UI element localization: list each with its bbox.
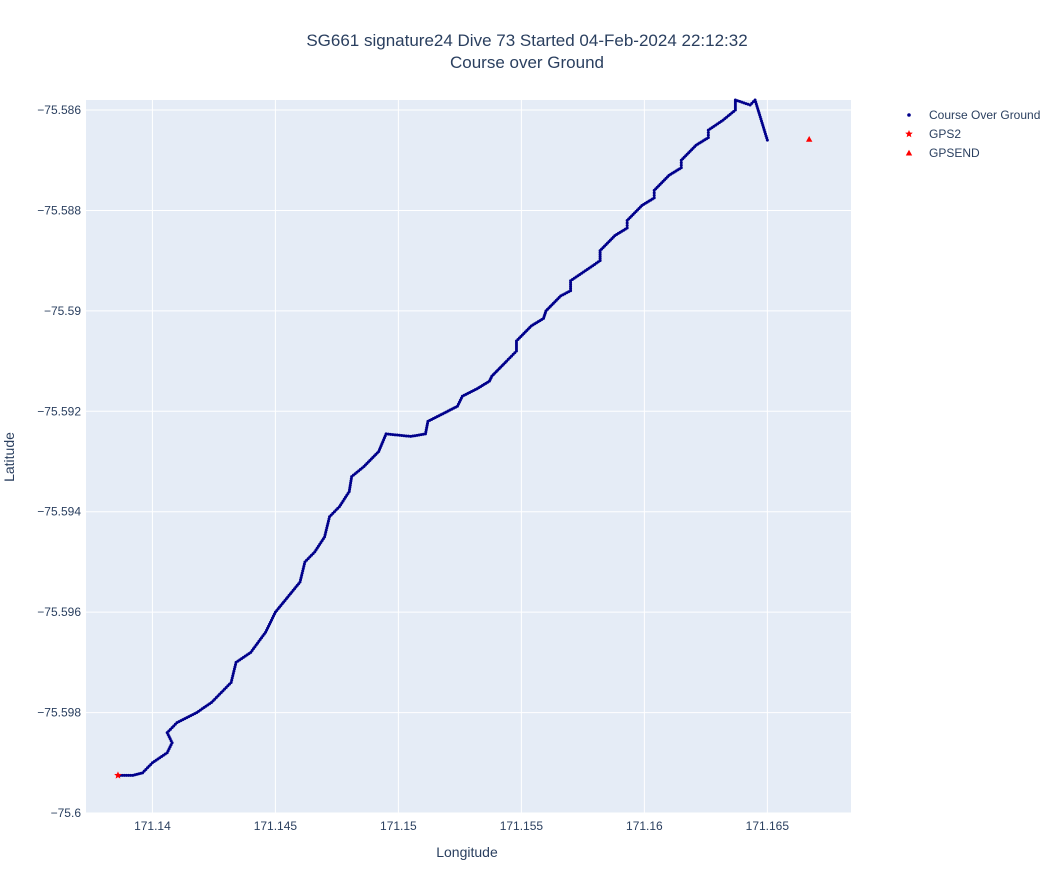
y-tick-label: −75.588 bbox=[37, 203, 81, 217]
y-tick-label: −75.586 bbox=[37, 103, 81, 117]
course-point bbox=[124, 773, 128, 777]
course-point bbox=[402, 434, 406, 438]
x-tick-label: 171.16 bbox=[626, 819, 663, 833]
y-tick-label: −75.59 bbox=[44, 304, 81, 318]
series-course-over-ground bbox=[116, 98, 769, 777]
legend-symbol bbox=[905, 149, 913, 156]
y-tick-label: −75.596 bbox=[37, 605, 81, 619]
x-axis-label: Longitude bbox=[436, 844, 498, 860]
gpsend-marker bbox=[805, 135, 813, 142]
y-tick-label: −75.594 bbox=[37, 505, 81, 519]
course-point bbox=[625, 221, 629, 225]
y-tick-label: −75.6 bbox=[51, 806, 82, 820]
x-tick-labels: 171.14 171.145 171.15 171.155 171.16 171.165 bbox=[134, 819, 789, 833]
series-gpsend bbox=[805, 135, 813, 142]
course-point bbox=[127, 773, 131, 777]
legend-item-gpsend[interactable]: GPSEND bbox=[905, 146, 980, 160]
chart-title-line-1: SG661 signature24 Dive 73 Started 04-Feb… bbox=[306, 31, 747, 50]
legend-label: GPSEND bbox=[929, 146, 980, 160]
course-point bbox=[652, 193, 656, 197]
legend-item-course-over-ground[interactable]: Course Over Ground bbox=[907, 108, 1040, 122]
gps2-marker bbox=[114, 771, 122, 779]
course-point bbox=[765, 138, 769, 142]
x-tick-label: 171.155 bbox=[500, 819, 544, 833]
course-point bbox=[679, 163, 683, 167]
course-point bbox=[391, 433, 395, 437]
legend-symbol bbox=[907, 113, 911, 117]
x-tick-label: 171.14 bbox=[134, 819, 171, 833]
course-point bbox=[679, 166, 683, 170]
y-axis-label: Latitude bbox=[1, 432, 17, 482]
course-point bbox=[122, 773, 126, 777]
course-point bbox=[404, 434, 408, 438]
course-point bbox=[129, 773, 133, 777]
x-tick-label: 171.165 bbox=[746, 819, 790, 833]
course-point bbox=[398, 433, 402, 437]
course-point bbox=[652, 191, 656, 195]
course-point bbox=[706, 133, 710, 137]
data-markers bbox=[114, 98, 813, 779]
legend-label: GPS2 bbox=[929, 127, 961, 141]
y-tick-label: −75.592 bbox=[37, 404, 81, 418]
course-point bbox=[393, 433, 397, 437]
y-tick-label: −75.598 bbox=[37, 706, 81, 720]
course-point bbox=[120, 773, 124, 777]
course-point bbox=[400, 434, 404, 438]
course-point bbox=[386, 432, 390, 436]
course-point bbox=[652, 196, 656, 200]
legend-label: Course Over Ground bbox=[929, 108, 1040, 122]
course-point bbox=[395, 433, 399, 437]
legend-symbol bbox=[905, 130, 913, 138]
course-point bbox=[625, 224, 629, 228]
x-tick-label: 171.15 bbox=[380, 819, 417, 833]
chart-title-line-2: Course over Ground bbox=[450, 53, 604, 72]
course-point bbox=[706, 136, 710, 140]
course-point bbox=[679, 161, 683, 165]
grid bbox=[86, 100, 851, 814]
course-point bbox=[406, 434, 410, 438]
course-point bbox=[625, 226, 629, 230]
plot-area[interactable] bbox=[86, 100, 851, 813]
course-point bbox=[389, 432, 393, 436]
legend-item-gps2[interactable]: GPS2 bbox=[905, 127, 961, 141]
y-tick-labels: −75.586 −75.588 −75.59 −75.592 −75.594 −75.59… bbox=[37, 103, 81, 820]
series-gps2 bbox=[114, 771, 122, 779]
x-tick-label: 171.145 bbox=[254, 819, 298, 833]
legend: Course Over Ground GPS2 GPSEND bbox=[905, 108, 1040, 160]
course-point bbox=[384, 432, 388, 436]
course-point bbox=[706, 131, 710, 135]
